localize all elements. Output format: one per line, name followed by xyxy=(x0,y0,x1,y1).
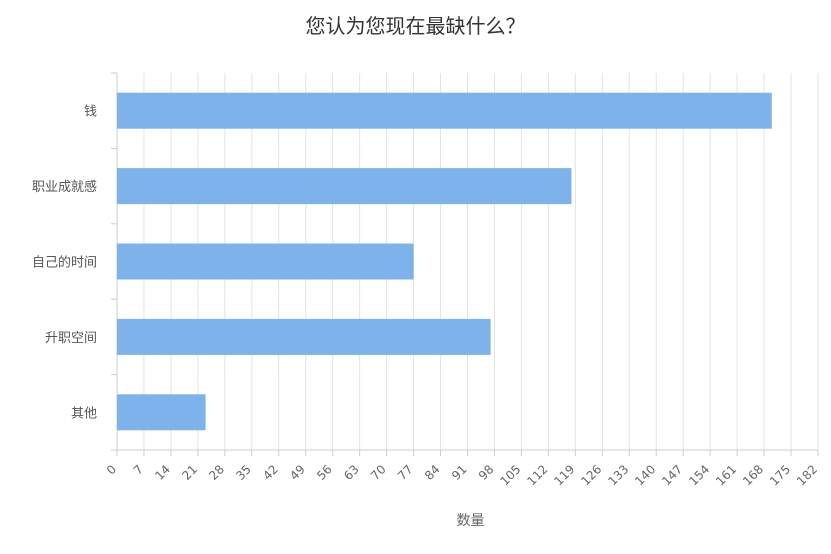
category-label: 钱 xyxy=(84,105,97,120)
x-tick-label: 42 xyxy=(260,462,281,483)
x-tick-label: 84 xyxy=(422,462,443,483)
x-tick-label: 175 xyxy=(767,462,793,488)
x-tick-label: 70 xyxy=(368,462,389,483)
x-tick-label: 63 xyxy=(341,462,362,483)
x-tick-label: 161 xyxy=(713,462,739,488)
x-tick-label: 91 xyxy=(449,462,470,483)
x-tick-label: 182 xyxy=(794,462,820,488)
x-tick-label: 147 xyxy=(659,462,685,488)
bars xyxy=(117,92,772,431)
bar xyxy=(117,394,206,431)
x-tick-label: 56 xyxy=(314,462,335,483)
x-tick-label: 140 xyxy=(632,462,658,488)
x-tick-label: 105 xyxy=(497,462,523,488)
x-tick-label: 7 xyxy=(131,462,146,477)
x-tick-label: 112 xyxy=(524,462,550,488)
x-tick-label: 0 xyxy=(104,462,119,477)
x-tick-label: 98 xyxy=(476,462,497,483)
category-label: 其他 xyxy=(71,406,97,421)
bar xyxy=(117,243,414,280)
category-label: 升职空间 xyxy=(45,331,97,346)
x-axis-title: 数量 xyxy=(456,513,485,529)
x-tick-label: 77 xyxy=(395,462,416,483)
x-tick-label: 133 xyxy=(605,462,631,488)
x-tick-label: 154 xyxy=(686,462,712,488)
bar xyxy=(117,318,491,355)
x-tick-label: 119 xyxy=(551,462,577,488)
x-tick-label: 28 xyxy=(206,462,227,483)
x-tick-labels: 0 7 14 21 28 35 42 49 56 63 70 77 84 91 98 105 112 119 126… xyxy=(104,462,820,488)
bar xyxy=(117,92,772,129)
x-tick-label: 35 xyxy=(233,462,254,483)
x-tick-label: 49 xyxy=(287,462,308,483)
category-label: 职业成就感 xyxy=(32,179,97,195)
chart-title: 您认为您现在最缺什么？ xyxy=(305,14,526,38)
bar xyxy=(117,168,572,205)
x-tick-label: 14 xyxy=(152,462,173,483)
x-tick-label: 168 xyxy=(740,462,766,488)
x-tick-label: 21 xyxy=(179,462,200,483)
category-label: 自己的时间 xyxy=(32,255,97,271)
x-tick-label: 126 xyxy=(578,462,604,488)
